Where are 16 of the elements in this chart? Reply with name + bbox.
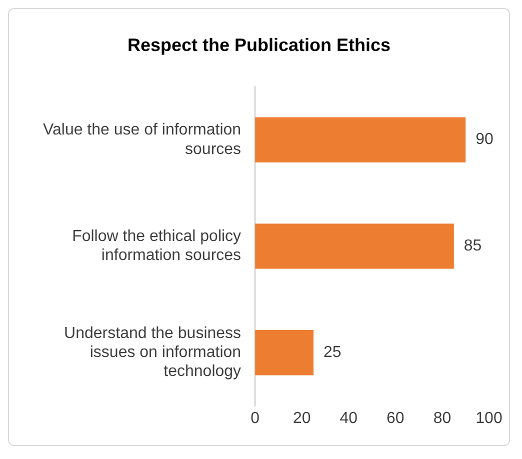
x-tick-label: 100 [476, 410, 502, 427]
x-tick-label: 80 [433, 410, 452, 427]
y-tick-label: Understand the business issues on information technology [64, 324, 242, 380]
data-label: 85 [464, 238, 482, 255]
data-label: 90 [476, 131, 494, 148]
data-label: 25 [324, 344, 342, 362]
bar [255, 117, 466, 162]
y-tick-label: Follow the ethical policy information sources [72, 228, 242, 264]
x-tick-label: 20 [292, 410, 311, 427]
x-tick-label: 0 [250, 410, 260, 427]
y-tick-label: Value the use of information sources [43, 122, 242, 158]
x-tick-label: 60 [386, 410, 404, 427]
bar [255, 330, 314, 376]
chart-title: Respect the Publication Ethics [127, 34, 391, 55]
x-tick-label: 40 [340, 410, 358, 427]
bar [255, 224, 454, 269]
